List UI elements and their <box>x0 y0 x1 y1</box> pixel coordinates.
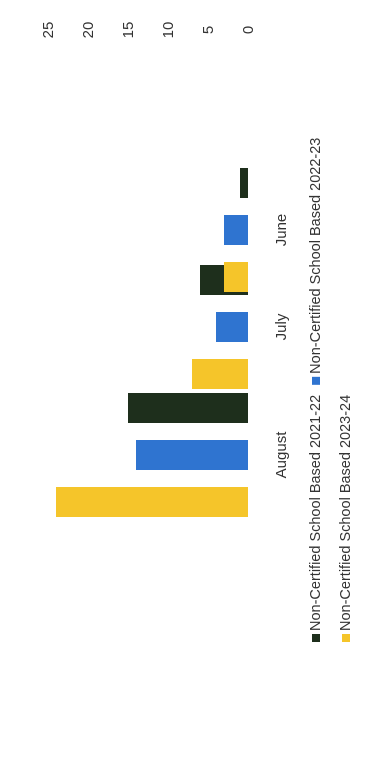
y-tick-label: 25 <box>40 22 57 39</box>
bar-june-series-1 <box>240 168 248 198</box>
legend-swatch-3 <box>342 634 350 642</box>
y-tick-label: 20 <box>80 22 97 39</box>
y-tick-label: 5 <box>200 26 217 34</box>
bar-july-series-2 <box>216 312 248 342</box>
legend-swatch-1 <box>312 634 320 642</box>
legend-label-3: Non-Certified School Based 2023-24 <box>338 395 354 631</box>
legend: Non-Certified School Based 2021-22 Non-Ce… <box>308 138 354 642</box>
category-label-july: July <box>273 313 290 340</box>
plot-area <box>56 168 248 517</box>
bar-august-series-1 <box>128 393 248 423</box>
category-label-august: August <box>273 431 290 479</box>
legend-label-1: Non-Certified School Based 2021-22 <box>308 395 324 631</box>
y-tick-label: 15 <box>120 22 137 39</box>
category-label-june: June <box>273 214 290 247</box>
value-axis-ticks: 0 5 10 15 20 25 <box>40 22 257 39</box>
y-tick-label: 10 <box>160 22 177 39</box>
category-labels: June July August <box>273 214 290 479</box>
bar-june-series-2 <box>224 215 248 245</box>
bar-august-series-2 <box>136 440 248 470</box>
bar-august-series-3 <box>56 487 248 517</box>
bar-june-series-3 <box>224 262 248 292</box>
bar-july-series-3 <box>192 359 248 389</box>
legend-swatch-2 <box>312 377 320 385</box>
y-tick-label: 0 <box>240 26 257 34</box>
legend-label-2: Non-Certified School Based 2022-23 <box>308 138 324 374</box>
